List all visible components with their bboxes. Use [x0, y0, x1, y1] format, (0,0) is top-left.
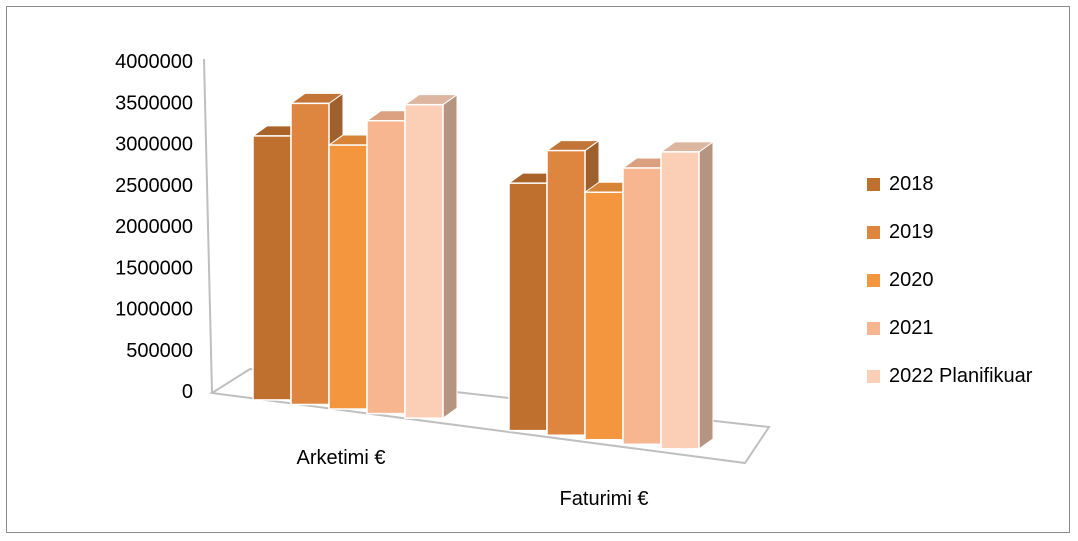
bar-front	[584, 191, 624, 441]
legend-swatch	[867, 178, 880, 191]
chart-frame: 0 500000 1000000 1500000 2000000 2500000 30000…	[6, 6, 1070, 533]
legend-item: 2020	[867, 269, 934, 291]
bar-chart: 0 500000 1000000 1500000 2000000 2500000 30000…	[115, 51, 1033, 510]
y-tick-label: 2500000	[115, 175, 193, 197]
x-category-label: Arketimi €	[297, 447, 386, 469]
y-tick-label: 500000	[126, 340, 193, 362]
legend-swatch	[867, 226, 880, 239]
bar-front	[622, 167, 662, 446]
y-tick-label: 3500000	[115, 92, 193, 114]
legend-item: 2019	[867, 221, 934, 243]
legend-label: 2021	[889, 317, 934, 339]
bar-front	[404, 103, 444, 419]
legend-label: 2020	[889, 269, 934, 291]
bar-front	[328, 144, 368, 410]
legend-label: 2018	[889, 173, 934, 195]
y-axis-line	[203, 58, 213, 394]
legend-label: 2022 Planifikuar	[889, 365, 1033, 387]
y-tick-label: 3000000	[115, 134, 193, 156]
y-tick-label: 4000000	[115, 51, 193, 73]
legend-swatch	[867, 322, 880, 335]
bar-2022-planifikuar-1	[403, 93, 459, 420]
bar-2022-planifikuar-2	[659, 140, 715, 450]
y-tick-label: 0	[182, 381, 193, 403]
bar-front	[660, 151, 700, 450]
y-tick-label: 2000000	[115, 216, 193, 238]
legend-item: 2022 Planifikuar	[867, 365, 1033, 387]
y-tick-label: 1500000	[115, 257, 193, 279]
bar-front	[252, 135, 292, 401]
legend-label: 2019	[889, 221, 934, 243]
bar-side	[698, 140, 714, 450]
bar-front	[366, 119, 406, 415]
bar-side	[442, 93, 458, 420]
y-tick-label: 1000000	[115, 299, 193, 321]
legend-item: 2021	[867, 317, 934, 339]
bar-front	[546, 149, 586, 436]
bar-front	[508, 182, 548, 432]
legend-swatch	[867, 274, 880, 287]
legend-swatch	[867, 370, 880, 383]
bar-front	[290, 102, 330, 406]
x-category-label: Faturimi €	[560, 488, 649, 510]
legend-item: 2018	[867, 173, 934, 195]
